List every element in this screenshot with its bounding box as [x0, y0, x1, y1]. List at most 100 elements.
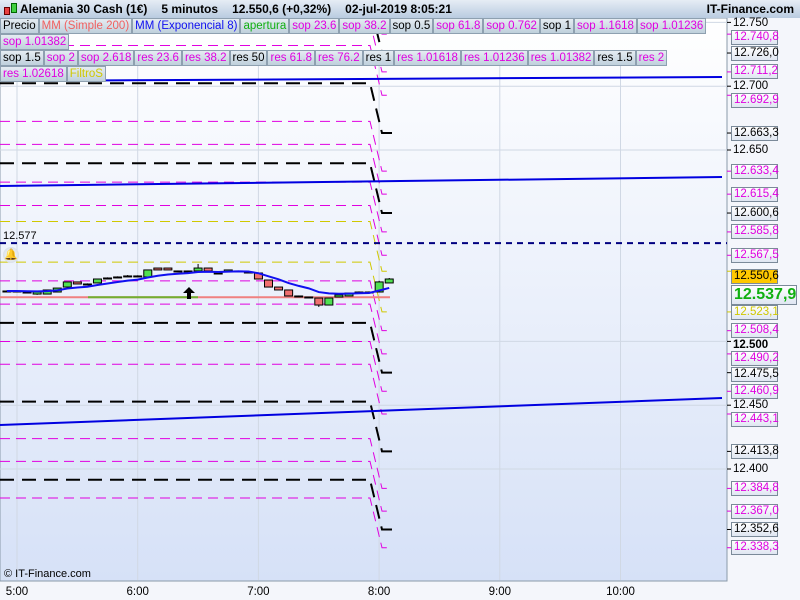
legend-item[interactable]: sop 38.2 [339, 18, 390, 34]
legend-item[interactable]: MM (Exponencial 8) [132, 18, 241, 34]
candle [133, 275, 143, 278]
candle [193, 267, 203, 272]
legend-item[interactable]: sop 1.5 [0, 50, 44, 66]
legend: Precio MM (Simple 200) MM (Exponencial 8) a… [0, 18, 727, 82]
time-label: 7:00 [247, 586, 270, 598]
legend-item[interactable]: sop 2.618 [77, 50, 135, 66]
legend-item[interactable]: FiltroS [66, 66, 106, 82]
pivot-level-line [0, 82, 392, 135]
instrument-title: Alemania 30 Cash (1€) [20, 2, 148, 16]
legend-item[interactable]: res 1.01382 [527, 50, 595, 66]
pivot-level-line [0, 363, 392, 415]
axis-tick-label: 12.450 [733, 399, 769, 412]
arrow-up-icon [183, 287, 195, 299]
pivot-level-line [0, 478, 392, 531]
candle [294, 295, 304, 298]
level-price-label: 12.615,4 [731, 186, 779, 202]
axis-tick-label: 12.750 [733, 17, 769, 29]
legend-item[interactable]: sop 0.762 [483, 18, 540, 34]
pivot-level-line [0, 181, 392, 233]
pivot-level-line [0, 438, 392, 489]
legend-item[interactable]: sop 0.5 [389, 18, 434, 34]
candle [183, 270, 193, 273]
pivot-level-line [0, 280, 392, 332]
ema8-line [6, 270, 390, 295]
candle [384, 278, 394, 284]
legend-item[interactable]: sop 61.8 [433, 18, 484, 34]
time-label: 10:00 [606, 586, 635, 598]
axis-tick-label: 12.650 [733, 144, 769, 156]
pivot-level-line [0, 205, 392, 256]
time-label: 8:00 [367, 586, 391, 598]
candle [324, 297, 334, 306]
legend-item[interactable]: res 1.01618 [394, 50, 461, 66]
pivot-level-line [0, 400, 392, 453]
candle [92, 278, 102, 284]
level-price-label: 12.367,0 [731, 503, 779, 519]
candle [113, 276, 123, 279]
legend-item[interactable]: res 2 [635, 50, 668, 66]
legend-item[interactable]: res 1.02618 [0, 66, 67, 82]
pivot-level-line [0, 120, 392, 172]
legend-item[interactable]: res 1 [362, 50, 395, 66]
legend-item[interactable]: apertura [240, 18, 290, 34]
level-price-label: 12.460,9 [731, 383, 779, 399]
trendline [0, 176, 723, 187]
pivot-level-line [0, 460, 392, 512]
pivot-level-line [0, 220, 392, 272]
legend-row-2: sop 1.5 sop 2 sop 2.618 res 23.6 res 38.2 res… [0, 50, 727, 82]
level-price-label: 12.384,8 [731, 480, 779, 496]
pivot-level-line [0, 261, 392, 313]
legend-item[interactable]: res 50 [229, 50, 268, 66]
legend-item[interactable]: sop 2 [43, 50, 78, 66]
datetime: 02-jul-2019 8:05:21 [345, 2, 452, 16]
pivot-level-line [0, 162, 392, 215]
candle [264, 279, 274, 288]
timeframe: 5 minutos [161, 2, 219, 16]
trendline [0, 76, 723, 82]
candle [203, 267, 213, 272]
legend-item[interactable]: sop 1.1618 [574, 18, 637, 34]
level-price-label: 12.663,3 [731, 125, 779, 141]
legend-item[interactable]: res 1.01236 [460, 50, 528, 66]
legend-item[interactable]: MM (Simple 200) [38, 18, 133, 34]
last-price-change: 12.550,6 (+0,32%) [232, 2, 332, 16]
level-price-label: 12.523,1 [731, 305, 779, 321]
legend-item[interactable]: res 23.6 [134, 50, 182, 66]
legend-row-1: Precio MM (Simple 200) MM (Exponencial 8) a… [0, 18, 727, 50]
legend-item[interactable]: res 76.2 [315, 50, 363, 66]
axis-tick-label: 12.700 [733, 80, 769, 93]
pivot-level-line [0, 321, 392, 374]
current-price-label: 12.537,9 [731, 284, 797, 305]
legend-item[interactable]: sop 1 [539, 18, 575, 34]
legend-item[interactable]: Precio [0, 18, 39, 34]
level-price-label: 12.443,1 [731, 411, 779, 427]
legend-item[interactable]: sop 1.01236 [636, 18, 707, 34]
brand: IT-Finance.com [706, 2, 794, 16]
legend-item[interactable]: res 61.8 [267, 50, 316, 66]
plot-area [0, 17, 728, 582]
candle [163, 267, 173, 271]
candle [62, 281, 72, 288]
axis-tick-label: 12.500 [733, 338, 769, 351]
level-price-label: 12.600,6 [731, 205, 779, 221]
candle [143, 269, 153, 278]
candle [374, 281, 384, 293]
pivot-level-line [0, 341, 392, 392]
pivot-level-line [0, 303, 392, 355]
legend-item[interactable]: res 38.2 [181, 50, 230, 66]
bell-icon[interactable]: 🔔 [3, 247, 19, 263]
candle [153, 267, 163, 271]
level-price-label: 12.413,8 [731, 443, 779, 459]
legend-item[interactable]: sop 1.01382 [0, 34, 70, 50]
legend-item[interactable]: res 1.5 [594, 50, 636, 66]
candle [72, 281, 82, 285]
candle [314, 297, 324, 306]
title-bar: Alemania 30 Cash (1€) 5 minutos 12.550,6… [0, 0, 800, 18]
legend-item[interactable]: sop 23.6 [289, 18, 340, 34]
pivot-level-line [0, 497, 392, 549]
level-price-label: 12.508,4 [731, 323, 779, 339]
level-price-label: 12.338,3 [731, 540, 779, 556]
candle [173, 270, 183, 273]
